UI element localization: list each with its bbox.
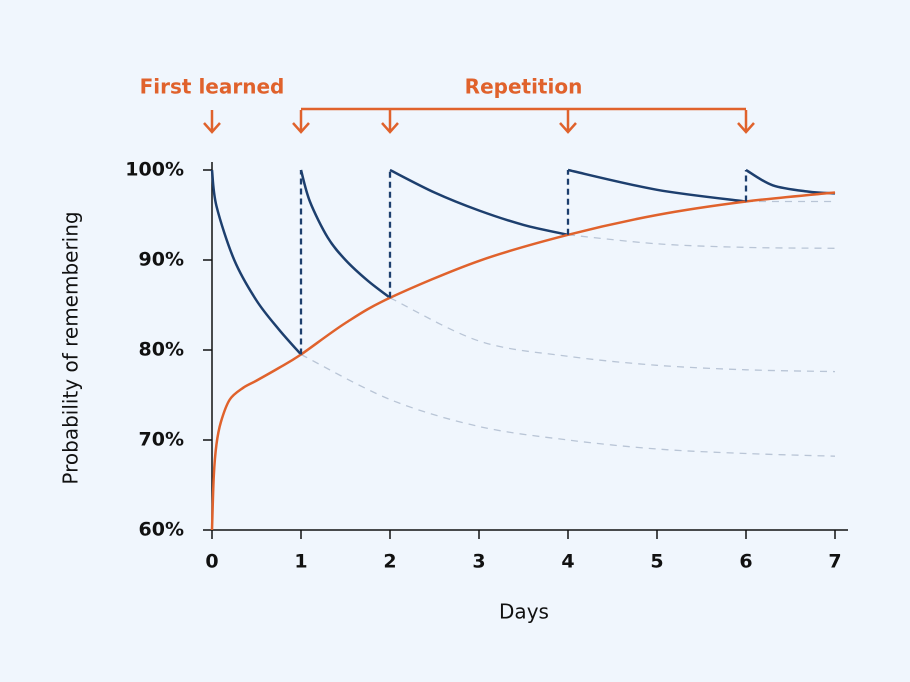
y-axis-title: Probability of remembering (59, 211, 83, 484)
annotation-arrowhead (559, 122, 577, 134)
x-tick-label: 4 (561, 551, 574, 573)
x-tick-label: 7 (828, 551, 841, 573)
retention-projection (300, 353, 836, 457)
y-tick-label: 60% (139, 519, 184, 541)
y-tick-label: 90% (139, 249, 184, 271)
x-tick-label: 2 (383, 551, 396, 573)
retention-curve (210, 169, 302, 356)
annotation-arrowhead (381, 122, 399, 134)
retention-curve (389, 168, 569, 237)
annotation-label: Repetition (465, 75, 583, 99)
x-tick-label: 1 (294, 551, 307, 573)
annotation-arrowhead (292, 122, 310, 134)
y-tick-label: 80% (139, 339, 184, 361)
annotation-arrowhead (737, 122, 755, 134)
x-axis-title: Days (499, 600, 549, 624)
x-tick-label: 0 (205, 551, 218, 573)
annotation-label: First learned (140, 75, 285, 99)
x-tick-label: 5 (650, 551, 663, 573)
retention-projection (389, 297, 836, 373)
retention-curve (299, 169, 391, 299)
annotation-arrowhead (203, 122, 221, 134)
x-tick-label: 3 (472, 551, 485, 573)
y-tick-label: 100% (125, 159, 184, 181)
x-tick-label: 6 (739, 551, 752, 573)
retention-curve (567, 168, 747, 203)
y-tick-label: 70% (139, 429, 184, 451)
retention-projection (567, 234, 836, 249)
